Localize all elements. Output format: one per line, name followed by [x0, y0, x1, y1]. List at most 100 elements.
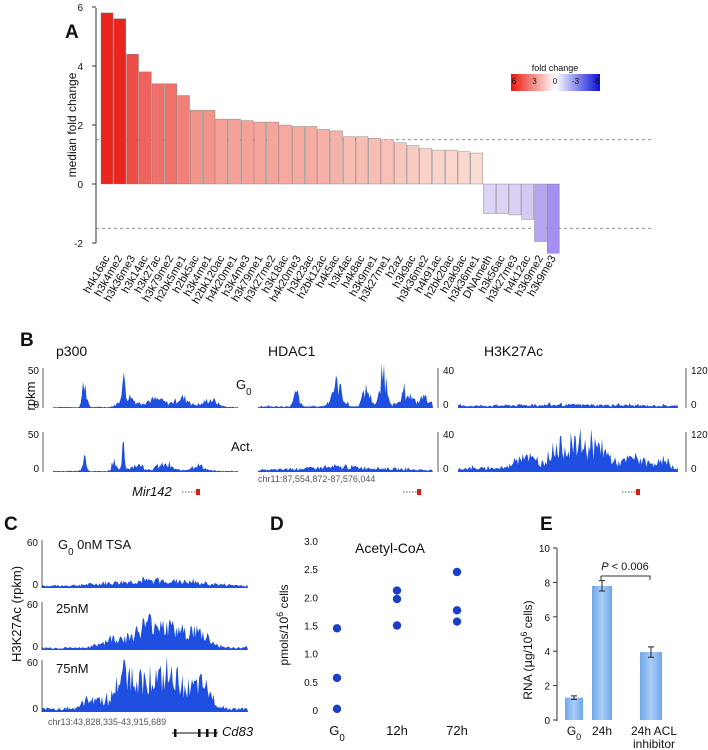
bar-h3k9me3 — [547, 183, 560, 254]
signal-track — [258, 463, 433, 472]
bar-h3k4me3 — [241, 120, 254, 185]
genomic-coordinate: chr13:43,828,335-43,915,689 — [48, 717, 166, 727]
panel-a-y-label: median fold change — [65, 72, 79, 177]
bar-h3k27me1 — [381, 139, 394, 185]
legend-title: fold change — [532, 63, 579, 73]
bar-h3k14ac — [139, 71, 152, 185]
exon-marker — [214, 729, 217, 737]
condition-label-g0: G0 — [236, 377, 252, 398]
scale-max-label: 120 — [691, 430, 708, 441]
y-tick-label: 0 — [544, 716, 550, 727]
bar-h3k36me1 — [470, 152, 483, 185]
bar-h2bk12ac — [317, 129, 330, 185]
condition-label-act: Act. — [231, 439, 253, 454]
bar-h3k56ac — [496, 183, 509, 214]
bar-h4k91ac — [432, 149, 445, 185]
bar-h4k20me1 — [228, 118, 241, 185]
panel-d-title: Acetyl-CoA — [355, 540, 426, 556]
signal-track — [42, 576, 248, 588]
legend-tick-label: 3 — [532, 77, 537, 86]
scale-zero-label: 0 — [691, 464, 697, 475]
bar-h4k12ac — [521, 183, 534, 220]
significance-bracket: P < 0.006 — [600, 561, 651, 580]
track-title: HDAC1 — [268, 343, 316, 359]
bar-h4k20me3 — [292, 126, 305, 185]
gene-label: Mir142 — [132, 484, 173, 499]
bar-h2az — [394, 142, 407, 185]
bar-24h — [592, 585, 612, 720]
bar-h2bk120ac — [215, 118, 228, 185]
data-point-12h — [392, 594, 402, 604]
panel-b-y-label: rpkm — [23, 382, 38, 411]
panel-b-tracks: p300 50 0 50 0 HDAC1 40 0 40 0 H3K27Ac 120 0 120 0 G0 Ac… — [28, 343, 708, 499]
bar-h3k9ac — [406, 145, 420, 185]
gene-label: Cd83 — [222, 724, 254, 739]
legend-tick-label: 6 — [512, 77, 517, 86]
x-tick-label: 24h ACL — [631, 724, 677, 738]
signal-track — [42, 613, 248, 650]
legend-tick-label: -3 — [572, 77, 580, 86]
y-tick-label: 2.0 — [304, 593, 318, 604]
panel-c-tracks: 60 0 60 0 60 0 G0 0nM TSA 25nM 75nM chr13:43,828,… — [27, 537, 254, 739]
exon-marker — [174, 729, 177, 737]
bar-h4k8ac — [355, 136, 369, 185]
gene-marker — [636, 489, 640, 495]
panel-c-y-label: H3K27Ac (rpkm) — [9, 566, 24, 662]
y-tick-label: 10 — [539, 544, 551, 555]
panel-label-b: B — [20, 330, 34, 351]
legend-color-bar — [511, 74, 600, 91]
signal-track — [42, 656, 248, 712]
data-point-12h — [392, 621, 402, 630]
exon-marker — [206, 729, 209, 737]
bar-h3k4me2 — [113, 18, 126, 185]
y-tick-label: 3.0 — [304, 537, 318, 548]
bar-h2bk20ac — [445, 149, 458, 185]
data-point-G0 — [332, 624, 342, 633]
bracket-line — [600, 575, 651, 580]
x-tick-label: G0 — [329, 723, 345, 744]
data-point-72h — [452, 567, 462, 577]
data-point-72h — [452, 606, 462, 615]
bar-h3k36me2 — [419, 148, 432, 185]
y-tick-label: 0 — [77, 180, 83, 191]
fold-change-legend: fold change 6 3 0 -3 -6 — [511, 63, 600, 91]
data-point-12h — [392, 586, 402, 595]
scale-zero-label: 0 — [33, 464, 39, 475]
y-tick-label: 8 — [544, 578, 550, 589]
bar-h3k23ac — [304, 126, 318, 185]
scale-max-label: 40 — [443, 366, 455, 377]
scale-zero-label: 0 — [32, 580, 38, 591]
bar-G0 — [565, 697, 583, 720]
x-tick-label: 12h — [386, 723, 408, 738]
signal-track — [53, 372, 238, 408]
panel-e-bar-chart: RNA (µg/106 cells) 0 2 4 6 8 10 G0 24h 24h ACLi… — [519, 544, 677, 750]
x-tick-label-line2: inhibitor — [633, 737, 675, 750]
scale-zero-label: 0 — [32, 704, 38, 715]
scale-zero-label: 0 — [443, 400, 449, 411]
error-bar — [571, 695, 577, 700]
track-title: H3K27Ac — [484, 343, 543, 359]
signal-track — [258, 364, 433, 408]
panel-label-d: D — [270, 514, 284, 535]
x-tick-label: 72h — [446, 723, 468, 738]
x-tick-label: 24h — [592, 724, 612, 738]
bar-h2ak9ac — [457, 151, 471, 185]
track-label-25nm: 25nM — [56, 601, 89, 616]
panel-label-e: E — [540, 514, 553, 535]
bar-24h ACL inhibitor — [640, 652, 662, 720]
scale-max-label: 60 — [27, 658, 39, 669]
scale-max-label: 50 — [28, 430, 40, 441]
scale-max-label: 50 — [28, 366, 40, 377]
data-point-G0 — [332, 673, 342, 683]
y-tick-label: 1.0 — [304, 650, 318, 661]
y-tick-label: 2 — [544, 682, 550, 693]
y-tick-label: 0.5 — [304, 678, 318, 689]
bar-h3k18ac — [279, 124, 292, 185]
y-tick-label: 4 — [544, 647, 550, 658]
scale-max-label: 60 — [27, 538, 39, 549]
y-tick-label: 2.5 — [304, 565, 318, 576]
bar-h4k16ac — [100, 12, 114, 185]
signal-track — [53, 441, 238, 472]
